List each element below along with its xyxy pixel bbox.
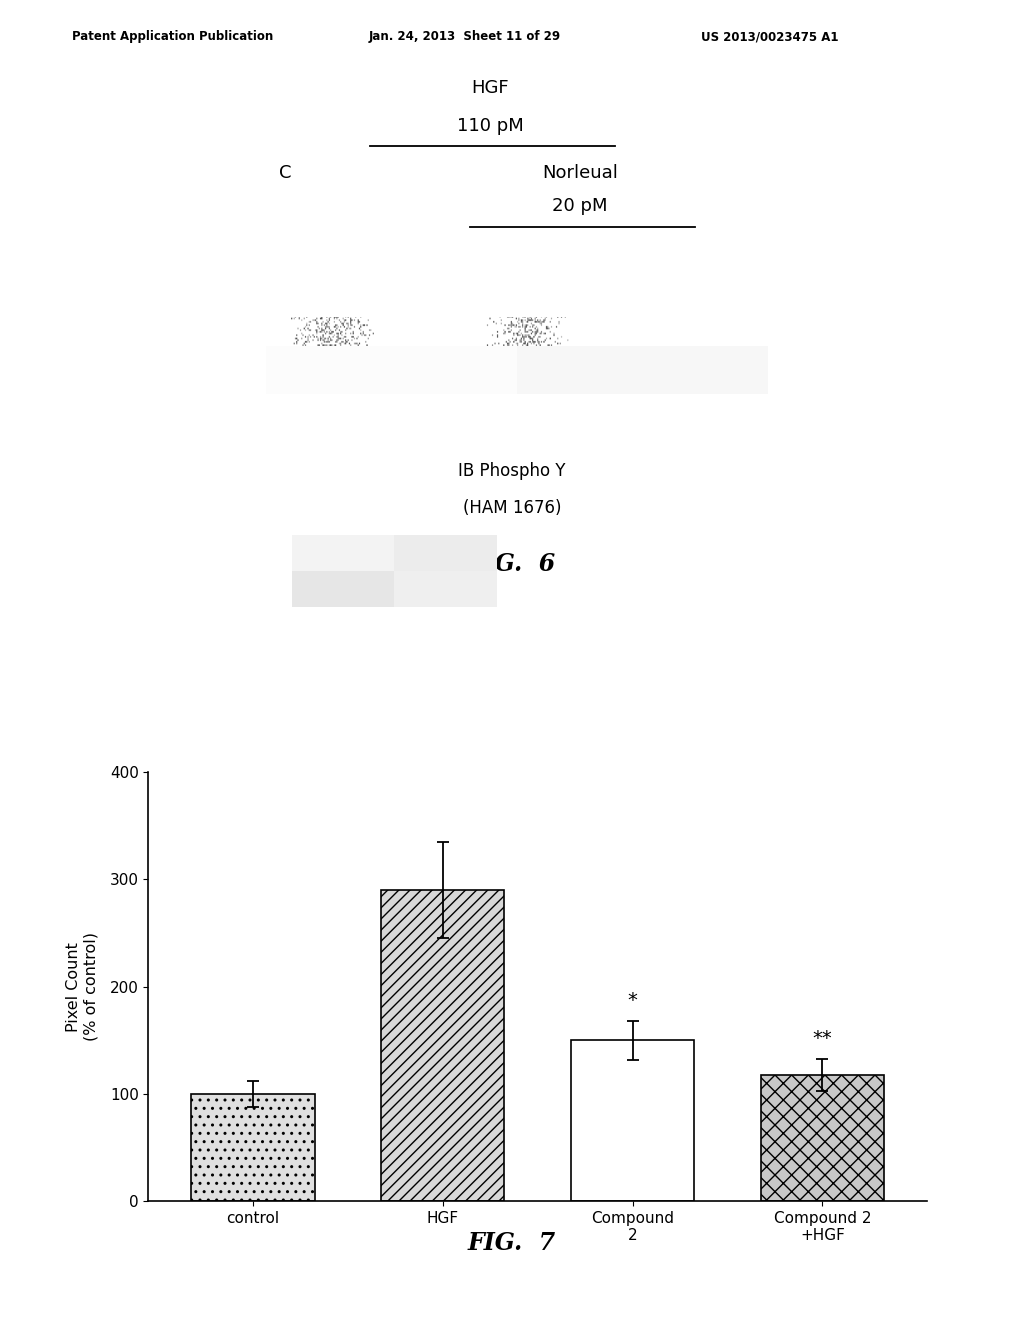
Text: IP Met, IB Met: IP Met, IB Met: [455, 339, 569, 358]
Text: Patent Application Publication: Patent Application Publication: [72, 30, 273, 44]
Text: (HAM 1676): (HAM 1676): [463, 499, 561, 517]
Text: Jan. 24, 2013  Sheet 11 of 29: Jan. 24, 2013 Sheet 11 of 29: [369, 30, 561, 44]
Text: IP Met,: IP Met,: [483, 425, 541, 444]
Text: HGF: HGF: [471, 79, 509, 98]
Bar: [381, 890, 505, 1201]
Text: FIG.  7: FIG. 7: [468, 1232, 556, 1255]
Bar: [570, 1040, 694, 1201]
Text: **: **: [812, 1028, 833, 1048]
Bar: [191, 1094, 314, 1201]
Text: *: *: [628, 991, 638, 1010]
Text: US 2013/0023475 A1: US 2013/0023475 A1: [701, 30, 839, 44]
Text: FIG.  6: FIG. 6: [468, 552, 556, 576]
Bar: [761, 1074, 884, 1201]
Text: IB Phospho Y: IB Phospho Y: [459, 462, 565, 480]
Text: Norleual: Norleual: [542, 165, 617, 182]
Text: C: C: [279, 165, 291, 182]
Text: 20 pM: 20 pM: [552, 198, 608, 215]
Y-axis label: Pixel Count
(% of control): Pixel Count (% of control): [67, 932, 98, 1041]
Text: 110 pM: 110 pM: [457, 117, 523, 136]
